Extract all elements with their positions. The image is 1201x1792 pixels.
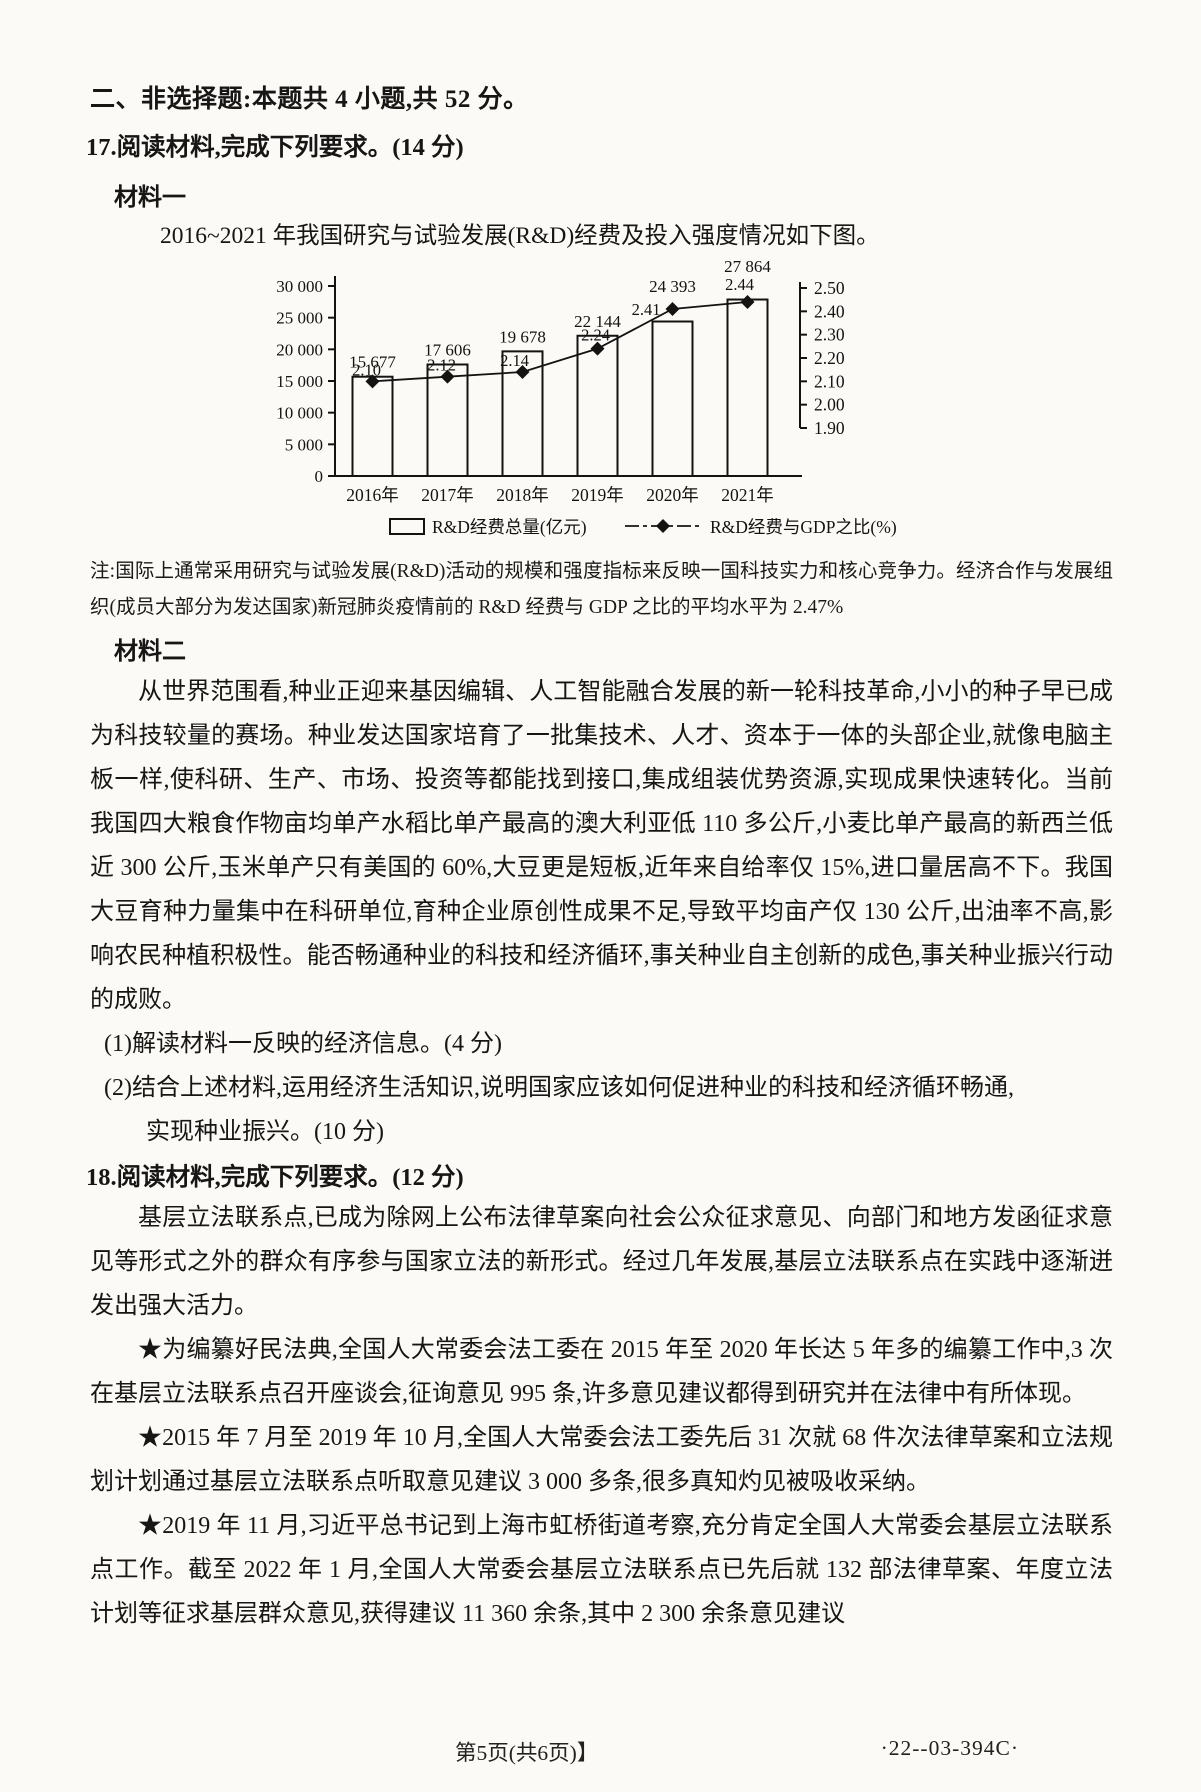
svg-text:2.10: 2.10 <box>814 371 845 391</box>
svg-text:2.40: 2.40 <box>814 301 845 321</box>
svg-text:22 144: 22 144 <box>574 312 621 331</box>
svg-text:1.90: 1.90 <box>814 418 845 438</box>
material-2-paragraph: 从世界范围看,种业正迎来基因编辑、人工智能融合发展的新一轮科技革命,小小的种子早… <box>90 679 1113 1013</box>
svg-text:10 000: 10 000 <box>276 404 323 423</box>
svg-text:R&D经费总量(亿元): R&D经费总量(亿元) <box>432 517 587 537</box>
svg-text:2.00: 2.00 <box>814 395 845 415</box>
svg-text:19 678: 19 678 <box>499 327 546 346</box>
svg-text:2.10: 2.10 <box>352 360 381 379</box>
material-1-label: 材料一 <box>114 185 186 211</box>
svg-text:R&D经费与GDP之比(%): R&D经费与GDP之比(%) <box>710 517 897 537</box>
svg-text:2020年: 2020年 <box>646 485 699 505</box>
page-footer: 第5页(共6页)】 ·22--03-394C· <box>0 1736 1201 1766</box>
svg-text:2.14: 2.14 <box>500 351 529 370</box>
svg-text:2017年: 2017年 <box>421 485 474 505</box>
rd-expenditure-chart: 30 000 25 000 20 000 15 000 10 000 5 000 0 2.50… <box>276 257 897 537</box>
question-17-title: 17.阅读材料,完成下列要求。(14 分) <box>86 134 464 161</box>
q18-bullet-1: ★为编纂好民法典,全国人大常委会法工委在 2015 年至 2020 年长达 5 … <box>90 1337 1113 1407</box>
svg-text:20 000: 20 000 <box>276 340 323 359</box>
svg-text:2021年: 2021年 <box>721 485 774 505</box>
svg-text:2019年: 2019年 <box>571 485 624 505</box>
material-2-label: 材料二 <box>114 639 186 665</box>
svg-text:2.30: 2.30 <box>814 325 845 345</box>
question-17-part2-line1: (2)结合上述材料,运用经济生活知识,说明国家应该如何促进种业的科技和经济循环畅… <box>104 1075 1014 1101</box>
svg-text:2.20: 2.20 <box>814 348 845 368</box>
svg-text:2.24: 2.24 <box>581 326 610 345</box>
chart-note: 注:国际上通常采用研究与试验发展(R&D)活动的规模和强度指标来反映一国科技实力… <box>90 561 1113 618</box>
svg-text:2016年: 2016年 <box>346 485 399 505</box>
footer-paper-code: ·22--03-394C· <box>880 1736 1019 1760</box>
svg-text:2.41: 2.41 <box>632 300 661 319</box>
question-17-part2-line2: 实现种业振兴。(10 分) <box>146 1119 384 1145</box>
q18-bullet-2: ★2015 年 7 月至 2019 年 10 月,全国人大常委会法工委先后 31… <box>90 1425 1113 1495</box>
svg-text:30 000: 30 000 <box>276 277 323 296</box>
question-17-part1: (1)解读材料一反映的经济信息。(4 分) <box>104 1031 502 1057</box>
chart-caption: 2016~2021 年我国研究与试验发展(R&D)经费及投入强度情况如下图。 <box>160 223 880 249</box>
q18-bullet-3: ★2019 年 11 月,习近平总书记到上海市虹桥街道考察,充分肯定全国人大常委… <box>90 1513 1113 1627</box>
question-18-title: 18.阅读材料,完成下列要求。(12 分) <box>86 1164 464 1191</box>
svg-text:2.12: 2.12 <box>427 356 456 375</box>
svg-text:2.50: 2.50 <box>814 278 845 298</box>
svg-text:25 000: 25 000 <box>276 309 323 328</box>
svg-text:17 606: 17 606 <box>424 340 471 359</box>
svg-text:2.44: 2.44 <box>725 275 754 294</box>
svg-text:27 864: 27 864 <box>724 257 771 276</box>
svg-text:2018年: 2018年 <box>496 485 549 505</box>
footer-page-number: 第5页(共6页)】 <box>455 1741 599 1765</box>
svg-text:15 000: 15 000 <box>276 372 323 391</box>
svg-text:0: 0 <box>315 467 324 486</box>
q18-intro-paragraph: 基层立法联系点,已成为除网上公布法律草案向社会公众征求意见、向部门和地方发函征求… <box>90 1205 1113 1319</box>
section-header: 二、非选择题:本题共 4 小题,共 52 分。 <box>90 86 529 113</box>
svg-text:5 000: 5 000 <box>285 435 323 454</box>
svg-text:24 393: 24 393 <box>649 277 696 296</box>
svg-text:15 677: 15 677 <box>349 353 396 372</box>
